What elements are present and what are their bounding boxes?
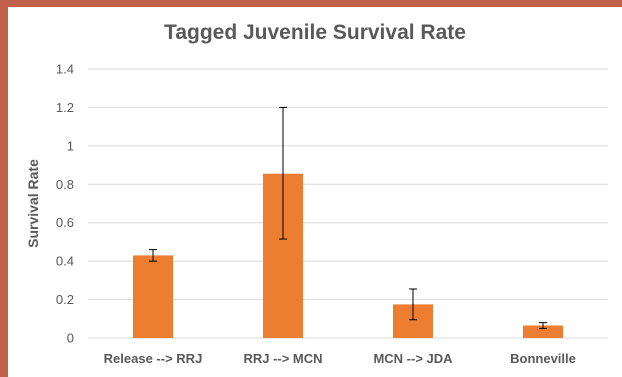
y-tick-label: 0.2 — [56, 292, 74, 307]
y-axis-label: Survival Rate — [25, 159, 41, 248]
y-tick-label: 1.4 — [56, 62, 74, 77]
chart-frame: Tagged Juvenile Survival Rate 0 0.2 0.4 0.6… — [8, 7, 622, 377]
x-category-label: MCN --> JDA — [373, 351, 453, 366]
x-category-label: RRJ --> MCN — [243, 351, 322, 366]
y-tick-label: 0.6 — [56, 215, 74, 230]
x-category-label: Bonneville — [510, 351, 576, 366]
y-tick-label: 0 — [67, 331, 74, 346]
y-tick-label: 1.2 — [56, 100, 74, 115]
y-tick-label: 1 — [67, 138, 74, 153]
bar — [523, 325, 563, 338]
y-tick-label: 0.8 — [56, 177, 74, 192]
bar-chart: 0 0.2 0.4 0.6 0.8 1 1.2 1.4 Survival Rate Release… — [25, 62, 608, 366]
chart-title: Tagged Juvenile Survival Rate — [164, 21, 466, 44]
bar — [133, 255, 173, 338]
y-tick-label: 0.4 — [56, 254, 74, 269]
x-category-label: Release --> RRJ — [104, 351, 203, 366]
